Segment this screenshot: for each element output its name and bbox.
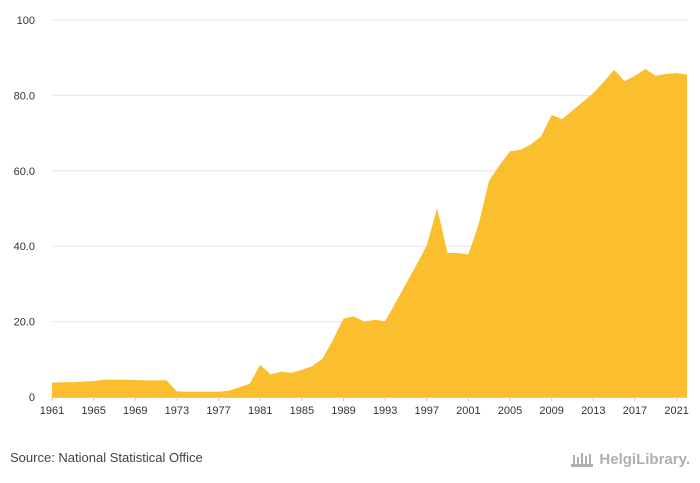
y-tick-label: 40.0 — [14, 241, 35, 253]
x-tick-label: 2021 — [664, 405, 688, 417]
y-tick-label: 20.0 — [14, 317, 35, 329]
axes: 0 20.0 40.0 60.0 80.0 100 1961 1965 1969 1973 1977… — [14, 15, 689, 417]
helgilibrary-logo[interactable]: HelgiLibrary. — [570, 448, 690, 470]
x-tick-label: 1977 — [206, 405, 230, 417]
y-tick-label: 100 — [17, 15, 35, 27]
series-area — [52, 69, 687, 397]
y-tick-label: 80.0 — [14, 90, 35, 102]
chart-plot-area — [52, 69, 687, 397]
x-tick-label: 1961 — [40, 405, 64, 417]
logo-text: HelgiLibrary. — [599, 450, 690, 468]
x-tick-label: 2005 — [498, 405, 522, 417]
x-tick-label: 1969 — [123, 405, 147, 417]
x-tick-label: 1985 — [290, 405, 314, 417]
area-chart: 0 20.0 40.0 60.0 80.0 100 1961 1965 1969 1973 1977… — [14, 15, 689, 417]
x-tick-label: 2013 — [581, 405, 605, 417]
library-building-icon — [571, 453, 594, 467]
x-tick-label: 2001 — [456, 405, 480, 417]
x-tick-label: 1965 — [81, 405, 105, 417]
y-tick-label: 60.0 — [14, 166, 35, 178]
x-tick-label: 1981 — [248, 405, 272, 417]
x-tick-label: 1989 — [331, 405, 355, 417]
source-note: Source: National Statistical Office — [10, 450, 203, 465]
x-tick-label: 1993 — [373, 405, 397, 417]
x-tick-label: 1997 — [415, 405, 439, 417]
x-tick-label: 2017 — [623, 405, 647, 417]
x-tick-label: 2009 — [539, 405, 563, 417]
x-tick-label: 1973 — [165, 405, 189, 417]
y-tick-label: 0 — [29, 392, 35, 404]
